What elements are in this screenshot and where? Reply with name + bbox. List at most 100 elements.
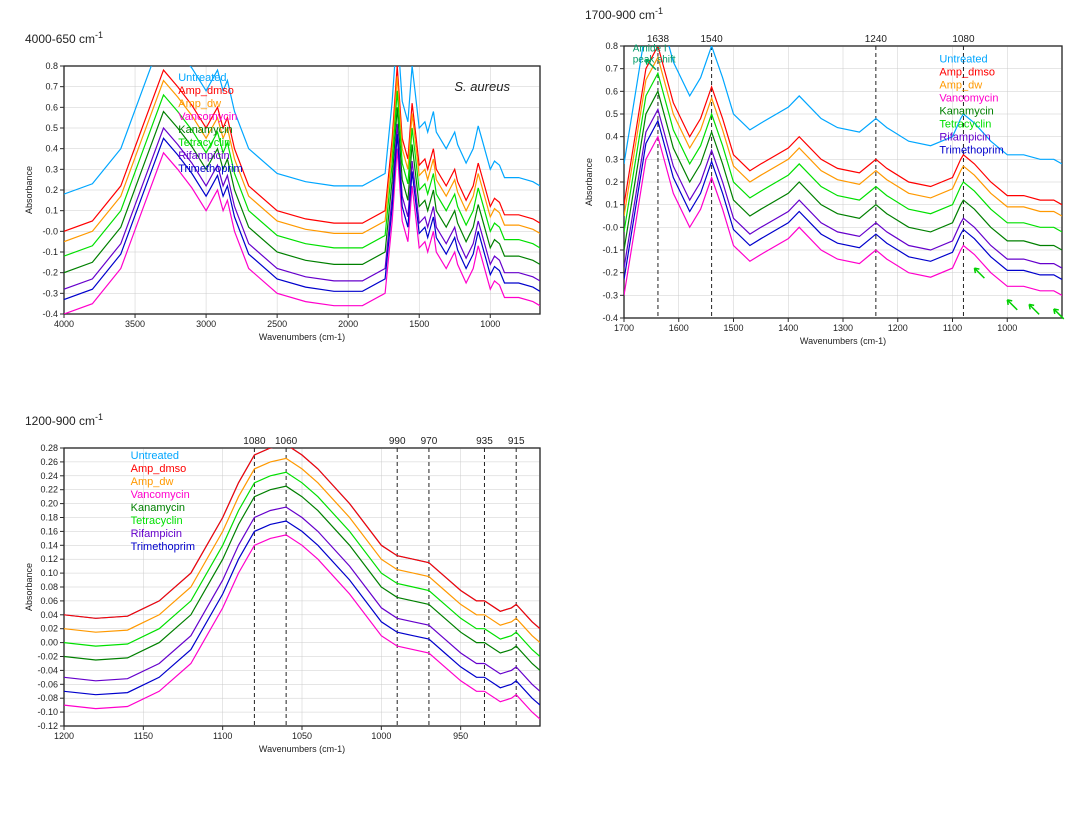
svg-text:0.24: 0.24 — [40, 471, 58, 481]
legend-item: Trimethoprim — [178, 163, 242, 175]
svg-text:0.02: 0.02 — [40, 624, 58, 634]
legend-item: Rifampicin — [939, 131, 990, 143]
svg-text:3000: 3000 — [196, 319, 216, 329]
svg-text:1540: 1540 — [700, 34, 723, 45]
legend-item: Amp_dmso — [178, 85, 234, 97]
svg-text:0.4: 0.4 — [605, 132, 618, 142]
panel-annotation: peak shift — [633, 54, 676, 65]
svg-text:935: 935 — [476, 436, 493, 447]
spectrum-panel-a: 4000 3500 3000 2500 2000 1500 1000 -0.4 -0.3 -0.2… — [20, 48, 548, 344]
svg-text:Absorbance: Absorbance — [24, 166, 34, 214]
legend-item: Untreated — [939, 53, 987, 65]
legend-item: Untreated — [178, 72, 226, 84]
legend-item: Amp_dmso — [131, 463, 187, 475]
svg-text:1200: 1200 — [54, 731, 74, 741]
svg-text:-0.3: -0.3 — [42, 288, 58, 298]
legend-item: Kanamycin — [131, 502, 185, 514]
svg-text:0.6: 0.6 — [605, 86, 618, 96]
svg-text:950: 950 — [453, 731, 468, 741]
svg-text:-0.10: -0.10 — [37, 707, 58, 717]
legend-item: Amp_dmso — [939, 66, 995, 78]
svg-text:1200: 1200 — [888, 323, 908, 333]
svg-text:1060: 1060 — [275, 436, 298, 447]
svg-text:0.1: 0.1 — [605, 200, 618, 210]
legend-item: Tetracyclin — [939, 118, 991, 130]
svg-text:0.06: 0.06 — [40, 596, 58, 606]
svg-text:-0.4: -0.4 — [602, 313, 618, 323]
svg-text:3500: 3500 — [125, 319, 145, 329]
svg-text:-0.1: -0.1 — [602, 245, 618, 255]
panel-c-title: 1200-900 cm-1 — [25, 412, 103, 428]
legend-item: Vancomycin — [939, 92, 998, 104]
legend-item: Vancomycin — [131, 489, 190, 501]
svg-text:-0.02: -0.02 — [37, 652, 58, 662]
svg-text:0.20: 0.20 — [40, 499, 58, 509]
panel-annotation: S. aureus — [454, 79, 510, 94]
svg-text:-0.4: -0.4 — [42, 309, 58, 319]
svg-text:1500: 1500 — [723, 323, 743, 333]
svg-text:1500: 1500 — [409, 319, 429, 329]
legend-item: Kanamycin — [178, 124, 232, 136]
svg-text:-0.1: -0.1 — [42, 247, 58, 257]
svg-text:0.22: 0.22 — [40, 485, 58, 495]
svg-text:0.8: 0.8 — [45, 61, 58, 71]
svg-text:-0.3: -0.3 — [602, 290, 618, 300]
svg-text:0.8: 0.8 — [605, 41, 618, 51]
svg-text:0.12: 0.12 — [40, 554, 58, 564]
svg-text:Wavenumbers (cm-1): Wavenumbers (cm-1) — [800, 336, 886, 346]
svg-text:2000: 2000 — [338, 319, 358, 329]
svg-text:1600: 1600 — [669, 323, 689, 333]
svg-text:1100: 1100 — [943, 323, 962, 333]
legend-item: Amp_dw — [178, 98, 221, 110]
panel-b-title: 1700-900 cm-1 — [585, 6, 663, 22]
svg-text:0.28: 0.28 — [40, 443, 58, 453]
spectrum-panel-c: 12001150110010501000950-0.12-0.10-0.08-0… — [20, 430, 548, 756]
legend-item: Kanamycin — [939, 105, 993, 117]
legend-item: Vancomycin — [178, 111, 237, 123]
svg-text:0.5: 0.5 — [605, 109, 618, 119]
svg-text:0.6: 0.6 — [45, 102, 58, 112]
svg-text:0.00: 0.00 — [40, 638, 58, 648]
svg-text:1100: 1100 — [213, 731, 232, 741]
svg-text:Wavenumbers (cm-1): Wavenumbers (cm-1) — [259, 744, 345, 754]
svg-text:0.16: 0.16 — [40, 526, 58, 536]
svg-text:1150: 1150 — [134, 731, 153, 741]
svg-text:990: 990 — [389, 436, 406, 447]
panel-a-title: 4000-650 cm-1 — [25, 30, 103, 46]
svg-text:0.5: 0.5 — [45, 123, 58, 133]
legend-item: Rifampicin — [178, 150, 229, 162]
svg-text:4000: 4000 — [54, 319, 74, 329]
panel-annotation: Amide I — [633, 43, 667, 54]
svg-text:1700: 1700 — [614, 323, 634, 333]
svg-text:1000: 1000 — [480, 319, 500, 329]
legend-item: Amp_dw — [939, 79, 982, 91]
svg-text:-0.0: -0.0 — [602, 222, 618, 232]
svg-text:0.18: 0.18 — [40, 513, 58, 523]
svg-text:1080: 1080 — [243, 436, 266, 447]
svg-text:1400: 1400 — [778, 323, 798, 333]
svg-text:2500: 2500 — [267, 319, 287, 329]
svg-text:Wavenumbers (cm-1): Wavenumbers (cm-1) — [259, 332, 345, 342]
svg-text:1000: 1000 — [371, 731, 391, 741]
svg-text:0.04: 0.04 — [40, 610, 58, 620]
svg-text:970: 970 — [421, 436, 438, 447]
svg-text:Absorbance: Absorbance — [584, 158, 594, 206]
legend-item: Untreated — [131, 450, 179, 462]
svg-text:0.08: 0.08 — [40, 582, 58, 592]
legend-item: Tetracyclin — [178, 137, 230, 149]
svg-text:0.7: 0.7 — [605, 64, 618, 74]
svg-text:915: 915 — [508, 436, 525, 447]
svg-text:-0.12: -0.12 — [37, 721, 58, 731]
svg-text:0.26: 0.26 — [40, 457, 58, 467]
legend-item: Rifampicin — [131, 528, 182, 540]
svg-text:-0.2: -0.2 — [42, 268, 58, 278]
legend-item: Trimethoprim — [939, 144, 1003, 156]
svg-text:1080: 1080 — [952, 34, 975, 45]
svg-text:0.3: 0.3 — [605, 154, 618, 164]
svg-text:0.7: 0.7 — [45, 82, 58, 92]
svg-text:0.4: 0.4 — [45, 144, 58, 154]
svg-text:-0.2: -0.2 — [602, 268, 618, 278]
svg-text:1300: 1300 — [833, 323, 853, 333]
svg-text:0.10: 0.10 — [40, 568, 58, 578]
svg-text:0.1: 0.1 — [45, 206, 58, 216]
